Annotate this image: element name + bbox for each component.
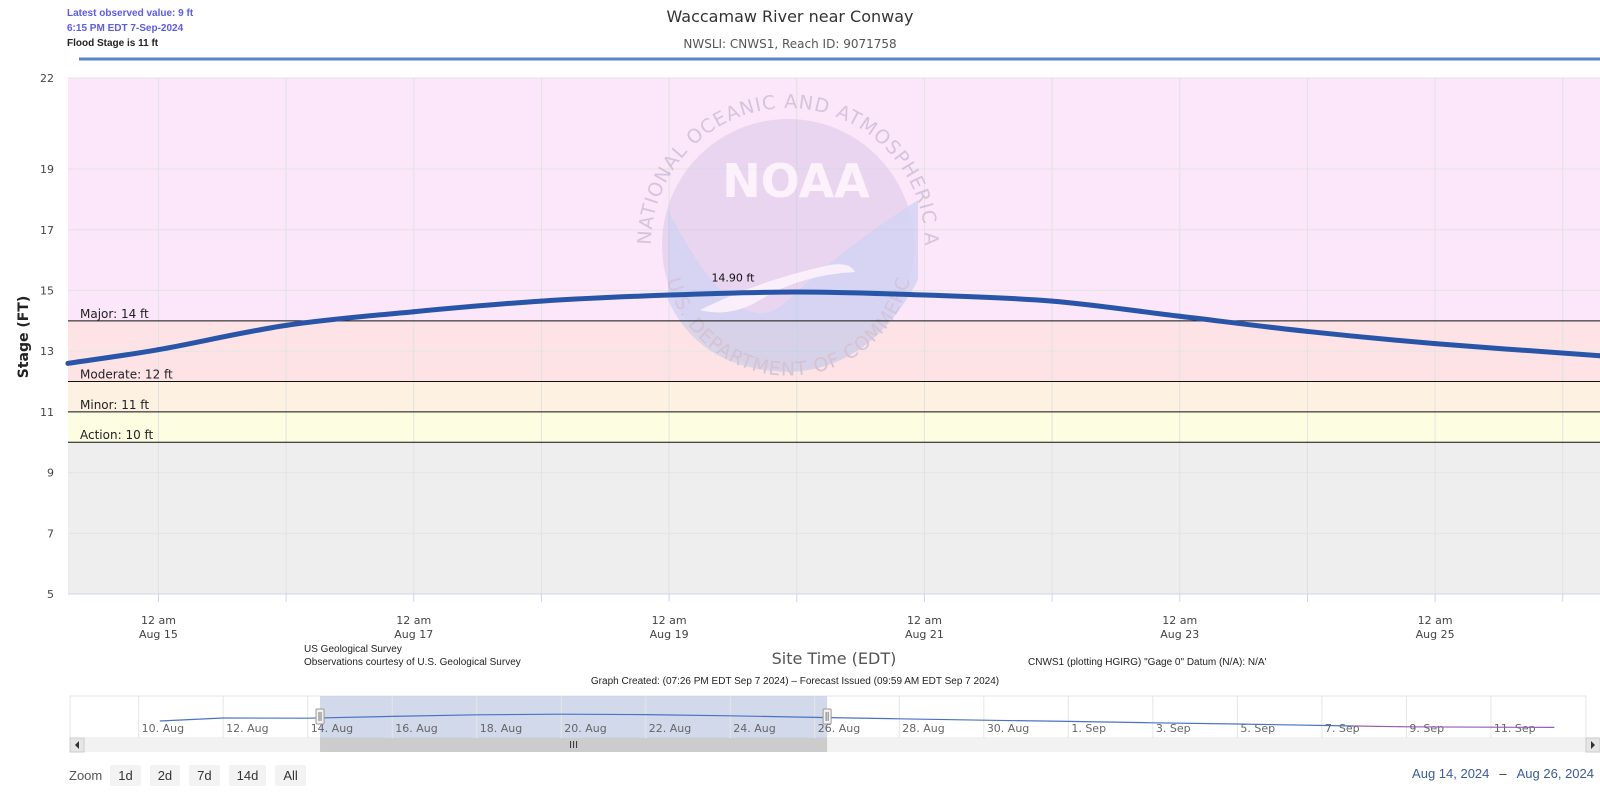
threshold-lines: Major: 14 ft Moderate: 12 ft Minor: 11 ft A…	[68, 307, 1600, 443]
navigator-tick-label: 5. Sep	[1240, 722, 1275, 735]
x-tick-label: 12 am	[652, 614, 687, 627]
zoom-2d-button[interactable]: 2d	[149, 764, 181, 786]
x-tick-label: Aug 23	[1160, 628, 1199, 641]
x-tick-label: Aug 19	[650, 628, 689, 641]
navigator-tick-label: 3. Sep	[1156, 722, 1191, 735]
date-range-display: Aug 14, 2024– Aug 26, 2024	[1412, 766, 1594, 781]
navigator-tick-label: 1. Sep	[1071, 722, 1106, 735]
scrollbar-track	[70, 738, 1586, 752]
zoom-1d-button[interactable]: 1d	[110, 764, 141, 786]
navigator-tick-label: 7. Sep	[1325, 722, 1360, 735]
y-axis: 5 7 9 11 13 15 17 19 22	[40, 72, 54, 601]
chart-subtitle: NWSLI: CNWS1, Reach ID: 9071758	[683, 37, 896, 51]
y-tick-label: 17	[40, 224, 54, 237]
navigator-tick-label: 26. Aug	[818, 722, 860, 735]
navigator-observed-line	[159, 713, 1354, 727]
y-tick-label: 5	[47, 588, 54, 601]
stage-point	[538, 298, 544, 304]
threshold-label: Moderate: 12 ft	[80, 368, 173, 382]
band-major	[68, 78, 1600, 321]
credit-usgs: US Geological Survey	[304, 644, 402, 655]
zoom-14d-button[interactable]: 14d	[228, 764, 267, 786]
x-axis-label: Site Time (EDT)	[772, 649, 897, 668]
stage-point	[411, 309, 417, 315]
stage-point	[1049, 298, 1055, 304]
threshold-label: Action: 10 ft	[80, 428, 154, 442]
range-from-input[interactable]: Aug 14, 2024	[1412, 766, 1490, 781]
stage-point	[1597, 353, 1600, 359]
threshold-label: Minor: 11 ft	[80, 398, 149, 412]
zoom-bar: Zoom 1d 2d 7d 14d All	[69, 764, 315, 786]
x-tick-label: Aug 21	[905, 628, 944, 641]
peak-label: 14.90 ft	[711, 272, 755, 285]
navigator-tick-label: 22. Aug	[649, 722, 691, 735]
threshold-label: Major: 14 ft	[80, 307, 149, 321]
x-tick-label: 12 am	[141, 614, 176, 627]
navigator-tick-label: 18. Aug	[480, 722, 522, 735]
chart-title: Waccamaw River near Conway	[666, 7, 913, 26]
x-tick-label: 12 am	[396, 614, 431, 627]
chevron-right-icon	[1591, 741, 1595, 749]
navigator-tick-label: 14. Aug	[311, 722, 353, 735]
band-normal	[68, 442, 1600, 594]
navigator-tick-label: 11. Sep	[1494, 722, 1536, 735]
navigator-tick-label: 24. Aug	[733, 722, 775, 735]
band-minor	[68, 381, 1600, 412]
flood-category-bands	[68, 78, 1600, 594]
stage-point	[794, 289, 800, 295]
y-tick-label: 22	[40, 72, 54, 85]
y-tick-label: 11	[40, 406, 54, 419]
y-tick-label: 19	[40, 163, 54, 176]
x-tick-label: 12 am	[907, 614, 942, 627]
range-to-input[interactable]: Aug 26, 2024	[1516, 766, 1594, 781]
x-tick-label: Aug 17	[394, 628, 433, 641]
noaa-logo-text: NOAA	[722, 154, 870, 208]
datum-note: CNWS1 (plotting HGIRG) "Gage 0" Datum (N…	[1028, 657, 1267, 668]
latest-time-text: 6:15 PM EDT 7-Sep-2024	[67, 23, 184, 34]
x-tick-label: 12 am	[1162, 614, 1197, 627]
zoom-all-button[interactable]: All	[275, 764, 306, 786]
x-tick-label: 12 am	[1418, 614, 1453, 627]
zoom-label: Zoom	[69, 767, 103, 783]
navigator-tick-label: 12. Aug	[226, 722, 268, 735]
y-tick-label: 7	[47, 527, 54, 540]
stage-point	[283, 322, 289, 328]
x-tick-label: Aug 25	[1416, 628, 1455, 641]
stage-point	[1432, 341, 1438, 347]
annotations: 14.90 ft	[711, 272, 755, 285]
navigator-tick-label: 30. Aug	[987, 722, 1029, 735]
navigator-handle[interactable]	[822, 708, 832, 725]
navigator-tick-label: 10. Aug	[142, 722, 184, 735]
navigator-tick-label: 28. Aug	[902, 722, 944, 735]
navigator-tick-label: 20. Aug	[564, 722, 606, 735]
band-action	[68, 411, 1600, 443]
graph-created-note: Graph Created: (07:26 PM EDT Sep 7 2024)…	[591, 676, 999, 687]
zoom-7d-button[interactable]: 7d	[189, 764, 220, 786]
y-tick-label: 15	[40, 284, 54, 297]
navigator-tick-label: 16. Aug	[395, 722, 437, 735]
navigator-forecast-line	[1353, 725, 1555, 728]
y-axis-label: Stage (FT)	[16, 296, 32, 379]
stage-point	[1304, 328, 1310, 334]
navigator-selection	[320, 696, 828, 738]
stage-point	[666, 292, 672, 298]
credit-observations: Observations courtesy of U.S. Geological…	[304, 657, 521, 668]
navigator[interactable]: 10. Aug 12. Aug 14. Aug 16. Aug 18. Aug 20. A…	[69, 695, 1600, 753]
y-tick-label: 13	[40, 345, 54, 358]
navigator-tick-label: 9. Sep	[1409, 722, 1444, 735]
x-tick-label: Aug 15	[139, 628, 178, 641]
chevron-left-icon	[75, 741, 79, 749]
range-dash: –	[1499, 766, 1507, 781]
y-tick-label: 9	[47, 467, 54, 480]
navigator-handle[interactable]	[315, 708, 325, 725]
latest-value-text: Latest observed value: 9 ft	[67, 8, 194, 19]
stage-point	[65, 360, 71, 366]
stage-point	[155, 347, 161, 353]
flood-stage-text: Flood Stage is 11 ft	[67, 38, 159, 49]
stage-point	[1177, 313, 1183, 319]
stage-point	[921, 292, 927, 298]
stage-series	[65, 289, 1600, 366]
